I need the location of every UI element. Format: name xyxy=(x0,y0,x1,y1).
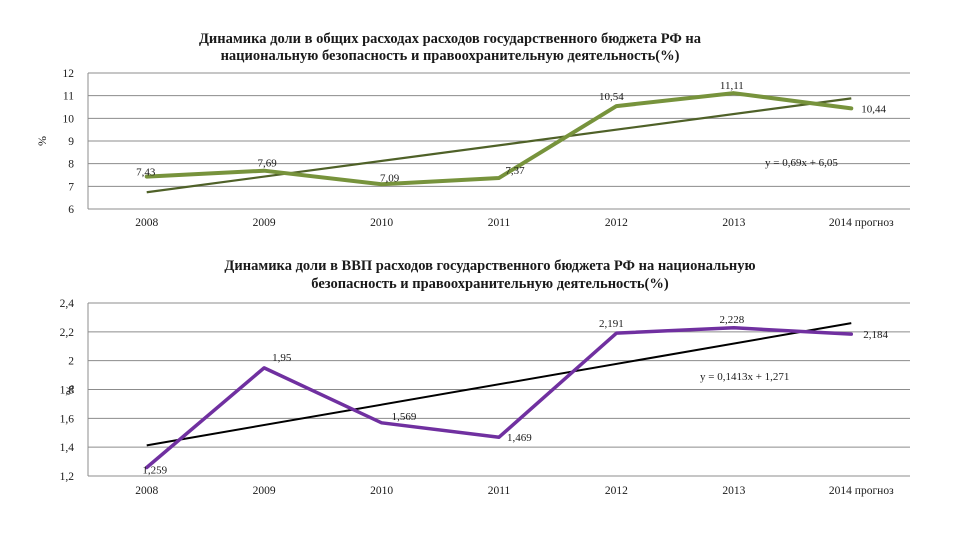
data-label: 1,95 xyxy=(272,352,292,364)
trend-equation: y = 0,69x + 6,05 xyxy=(765,157,838,169)
y-tick-label: 2 xyxy=(68,356,74,368)
x-tick-label: 2014 прогноз xyxy=(829,485,894,497)
y-tick-label: 10 xyxy=(63,113,75,125)
data-label: 7,69 xyxy=(258,158,278,170)
y-tick-label: 12 xyxy=(63,68,75,80)
trend-equation: y = 0,1413x + 1,271 xyxy=(700,371,789,383)
y-tick-label: 1,4 xyxy=(60,442,75,454)
x-tick-label: 2009 xyxy=(253,485,276,497)
data-label: 2,228 xyxy=(719,314,744,326)
y-tick-label: 7 xyxy=(68,181,74,193)
data-label: 2,191 xyxy=(599,318,624,330)
y-tick-label: 1,2 xyxy=(60,471,75,483)
x-tick-label: 2011 xyxy=(488,485,511,497)
data-label: 7,09 xyxy=(380,172,400,184)
x-tick-label: 2012 xyxy=(605,485,628,497)
y-tick-label: 2,4 xyxy=(60,298,75,310)
x-tick-label: 2013 xyxy=(722,217,745,229)
y-tick-label: 9 xyxy=(68,136,74,148)
data-label: 7,43 xyxy=(136,167,156,179)
x-tick-label: 2008 xyxy=(135,217,158,229)
trend-line xyxy=(146,322,852,447)
y-tick-label: 1,6 xyxy=(60,413,75,425)
chart-title-line: Динамика доли в общих расходах расходов … xyxy=(199,31,702,47)
data-label: 2,184 xyxy=(863,329,888,341)
chart-title-line: Динамика доли в ВВП расходов государстве… xyxy=(224,258,755,274)
x-tick-label: 2012 xyxy=(605,217,628,229)
x-tick-label: 2008 xyxy=(135,485,158,497)
data-label: 7,37 xyxy=(505,165,525,177)
x-tick-label: 2013 xyxy=(722,485,745,497)
trend-line xyxy=(146,97,852,194)
y-tick-label: 1,8 xyxy=(60,385,75,397)
y-tick-label: 6 xyxy=(68,204,74,216)
series-line xyxy=(144,91,854,187)
x-tick-label: 2014 прогноз xyxy=(829,217,894,229)
data-label: 10,44 xyxy=(861,103,886,115)
x-tick-label: 2010 xyxy=(370,217,393,229)
data-label: 1,569 xyxy=(392,411,417,423)
x-tick-label: 2010 xyxy=(370,485,393,497)
x-tick-label: 2009 xyxy=(253,217,276,229)
chart-title-line: национальную безопасность и правоохранит… xyxy=(221,48,680,64)
y-axis-label: % xyxy=(35,136,49,146)
y-tick-label: 11 xyxy=(63,91,74,103)
chart-title-line: безопасность и правоохранительную деятел… xyxy=(311,276,669,292)
y-axis-label: % xyxy=(63,385,77,395)
x-tick-label: 2011 xyxy=(488,217,511,229)
y-tick-label: 2,2 xyxy=(60,327,75,339)
data-label: 1,469 xyxy=(507,432,532,444)
data-label: 11,11 xyxy=(720,80,744,92)
y-tick-label: 8 xyxy=(68,159,74,171)
data-label: 1,259 xyxy=(142,464,167,476)
data-label: 10,54 xyxy=(599,91,624,103)
series-line xyxy=(144,326,854,470)
